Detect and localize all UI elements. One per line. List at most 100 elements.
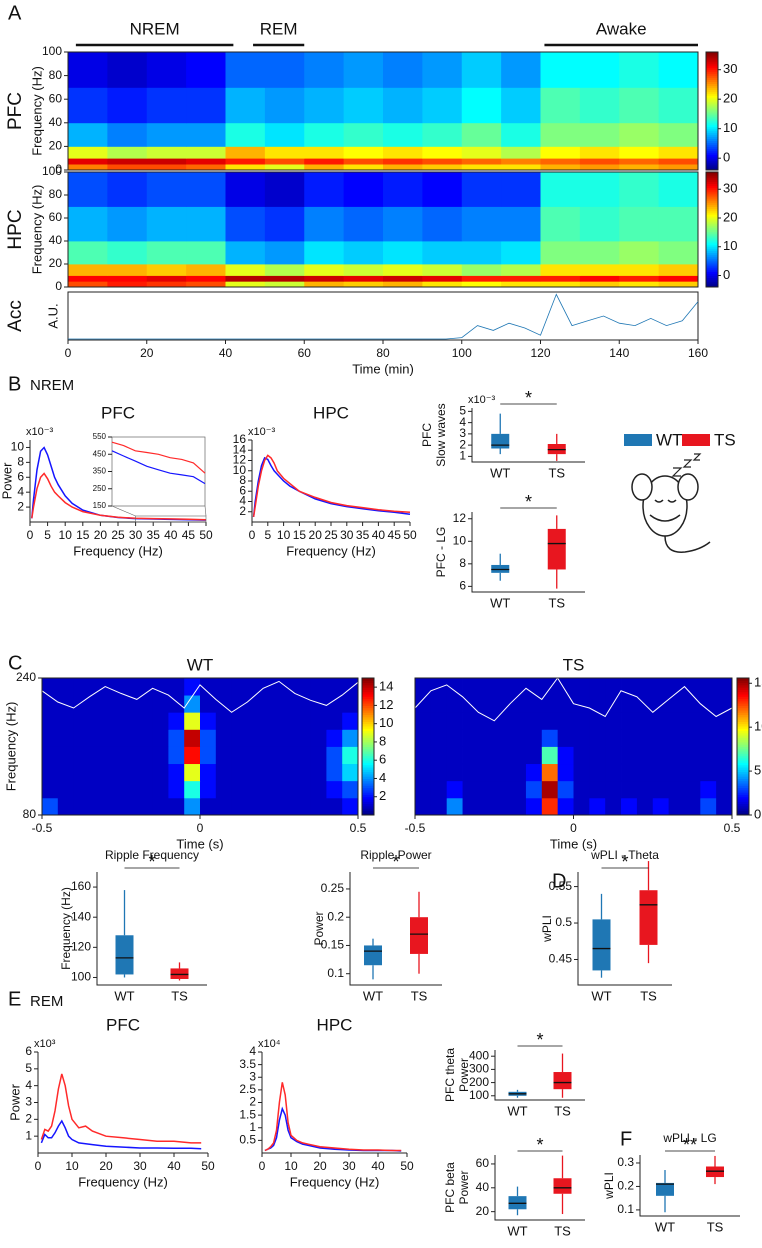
category-label: TS: [707, 1219, 724, 1234]
side-label: Acc: [5, 300, 26, 332]
heatmap-cell: [42, 695, 59, 713]
heatmap-cell: [168, 780, 185, 799]
colorbar-frame: [361, 677, 375, 816]
heatmap-cell: [579, 241, 620, 265]
colorbar-swatch: [362, 741, 374, 745]
heatmap-cell: [422, 146, 463, 159]
y-axis-label: Frequency (Hz): [59, 887, 73, 970]
colorbar-swatch: [737, 751, 749, 754]
y-tick-label: 2: [249, 1095, 256, 1109]
colorbar-swatch: [362, 721, 374, 725]
colorbar-swatch: [706, 109, 718, 112]
colorbar-swatch: [706, 118, 718, 122]
heatmap-cell: [540, 275, 581, 282]
heatmap-cell: [89, 712, 106, 730]
colorbar-swatch: [362, 707, 374, 711]
colorbar-swatch: [706, 107, 718, 110]
heatmap-cell: [215, 763, 232, 782]
heatmap-cell: [430, 712, 448, 730]
heatmap-cell: [342, 695, 359, 713]
colorbar-swatch: [706, 101, 718, 104]
heatmap-cell: [294, 729, 311, 747]
heatmap-cell: [446, 763, 463, 782]
heatmap-cell: [310, 729, 327, 747]
colorbar-swatch: [362, 716, 374, 720]
y-tick-label: 0.5: [239, 1133, 256, 1147]
heatmap-cell: [510, 780, 527, 799]
category-label: TS: [554, 1103, 571, 1118]
colorbar-swatch: [737, 725, 749, 729]
heatmap-cell: [184, 797, 201, 816]
heatmap-cell: [294, 695, 311, 713]
heatmap-cell: [621, 729, 638, 747]
colorbar-swatch: [706, 264, 718, 267]
colorbar-swatch: [706, 172, 718, 175]
y-tick-label: 4: [17, 484, 24, 498]
heatmap-cell: [168, 746, 185, 765]
heatmap-cell: [42, 712, 59, 730]
heatmap-cell: [510, 678, 527, 696]
heatmap-cell: [310, 746, 327, 765]
heatmap-cell: [652, 763, 669, 782]
axes: [96, 872, 207, 986]
heatmap-cell: [310, 763, 327, 782]
heatmap-cell: [186, 275, 226, 282]
colorbar-swatch: [737, 739, 749, 743]
x-tick-label: 0.5: [350, 821, 367, 835]
colorbar-swatch: [737, 689, 749, 693]
heatmap-cell: [557, 695, 574, 713]
heatmap-cell: [422, 158, 463, 165]
colorbar-swatch: [706, 52, 718, 55]
heatmap-cell: [57, 746, 74, 765]
heatmap-cell: [279, 746, 296, 765]
heatmap-cell: [501, 172, 541, 207]
heatmap-cell: [383, 281, 423, 288]
heatmap-cell: [415, 712, 432, 730]
colorbar-swatch: [706, 214, 718, 217]
heatmap-cell: [146, 172, 187, 207]
heatmap-cell: [461, 241, 502, 265]
colorbar-swatch: [362, 808, 374, 811]
y-tick-label: 12: [453, 511, 467, 525]
x-tick-label: 0: [27, 528, 34, 542]
colorbar-swatch: [706, 218, 718, 221]
heatmap-cell: [42, 678, 59, 696]
y-tick-label: 16: [233, 432, 247, 446]
colorbar-swatch: [706, 69, 718, 73]
heatmap-cell: [501, 264, 541, 276]
box: [553, 1178, 572, 1194]
heatmap-cell: [415, 695, 432, 713]
heatmap-cell: [700, 678, 717, 696]
category-label: WT: [591, 988, 611, 1003]
colorbar-swatch: [706, 219, 718, 223]
heatmap-cell: [247, 695, 264, 713]
plot-frame: [67, 171, 699, 288]
x-tick-label: 120: [530, 346, 550, 360]
colorbar-swatch: [362, 714, 374, 718]
heatmap-cell: [263, 746, 280, 765]
x-axis-label: Time (s): [550, 836, 597, 851]
heatmap-cell: [700, 746, 717, 765]
colorbar-swatch: [362, 737, 374, 741]
colorbar-swatch: [706, 55, 718, 59]
heatmap-cell: [343, 264, 384, 276]
heatmap-cell: [225, 87, 266, 124]
heatmap-cell: [461, 146, 502, 159]
heatmap-cell: [343, 87, 384, 124]
y-multiplier: x10⁻³: [26, 426, 54, 438]
heatmap-cell: [73, 746, 90, 765]
heatmap-cell: [557, 678, 574, 696]
category-label: WT: [490, 595, 510, 610]
x-tick-label: 15: [76, 528, 90, 542]
box: [410, 917, 428, 954]
colorbar-swatch: [737, 780, 749, 784]
x-tick-label: 40: [219, 346, 233, 360]
colorbar-tick-label: 30: [723, 61, 737, 76]
heatmap-cell: [225, 264, 266, 276]
heatmap-cell: [652, 729, 669, 747]
y-tick-label: 4: [249, 1044, 256, 1058]
x-tick-label: 5: [264, 528, 271, 542]
heatmap-cell: [343, 275, 384, 282]
heatmap-cell: [636, 797, 654, 816]
colorbar-swatch: [706, 233, 718, 236]
